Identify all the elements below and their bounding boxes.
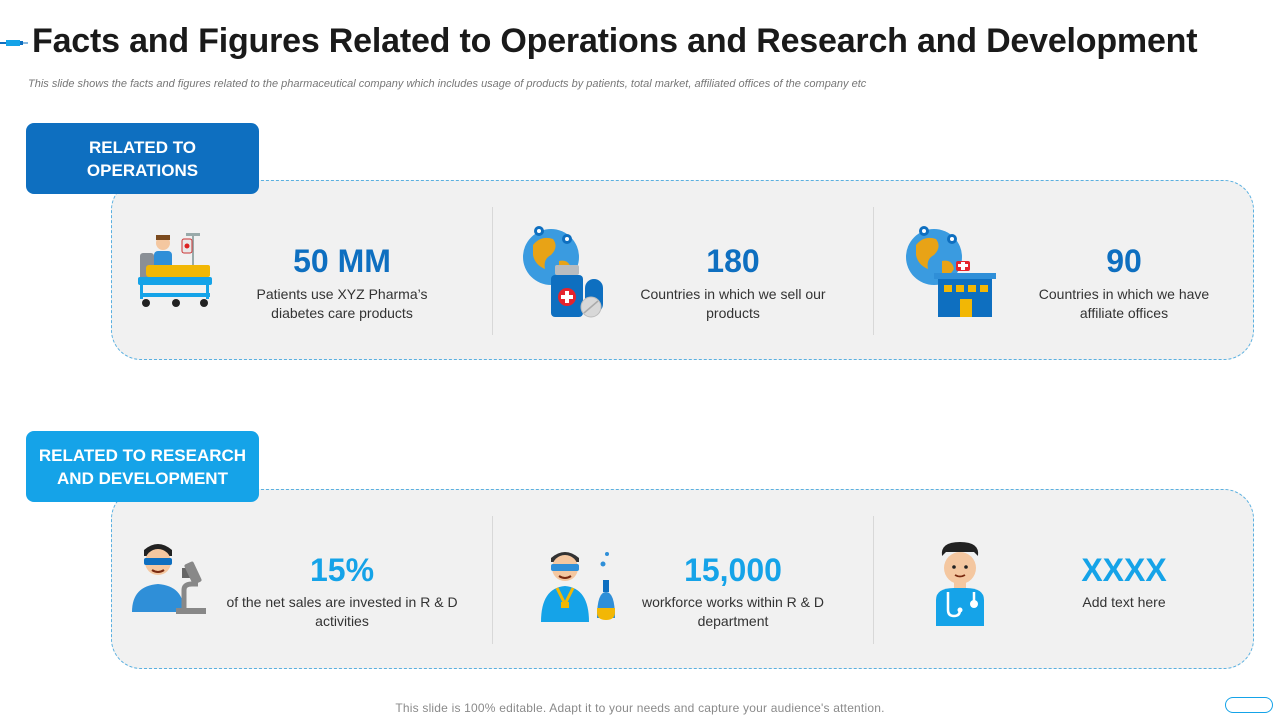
research-panel: 15% of the net sales are invested in R &… bbox=[111, 489, 1254, 669]
operations-item-countries-sell: 180 Countries in which we sell our produ… bbox=[493, 181, 873, 361]
research-value: XXXX bbox=[1081, 552, 1167, 588]
operations-value: 50 MM bbox=[293, 243, 391, 279]
research-description: workforce works within R & D department bbox=[641, 594, 825, 629]
research-description: Add text here bbox=[1082, 594, 1166, 610]
page-title: Facts and Figures Related to Operations … bbox=[32, 22, 1198, 60]
operations-panel: 50 MM Patients use XYZ Pharma’s diabetes… bbox=[111, 180, 1254, 360]
research-description: of the net sales are invested in R & D a… bbox=[226, 594, 458, 629]
operations-item-affiliate-offices: 90 Countries in which we have affiliate … bbox=[874, 181, 1254, 361]
syringe-icon bbox=[0, 40, 28, 46]
section-tab-operations: RELATED TO OPERATIONS bbox=[26, 123, 259, 194]
globe-medicine-icon bbox=[523, 226, 603, 318]
hospital-patient-icon bbox=[138, 233, 212, 307]
section-tab-research: RELATED TO RESEARCH AND DEVELOPMENT bbox=[26, 431, 259, 502]
operations-description: Patients use XYZ Pharma’s diabetes care … bbox=[256, 286, 428, 321]
operations-item-patients: 50 MM Patients use XYZ Pharma’s diabetes… bbox=[112, 181, 492, 361]
operations-description: Countries in which we sell our products bbox=[640, 286, 826, 321]
operations-description: Countries in which we have affiliate off… bbox=[1038, 286, 1210, 321]
research-item-workforce: 15,000 workforce works within R & D depa… bbox=[493, 490, 873, 670]
scientist-flask-icon bbox=[541, 552, 615, 622]
research-value: 15% bbox=[309, 552, 375, 588]
research-item-add-text: XXXX Add text here bbox=[874, 490, 1254, 670]
divider bbox=[873, 207, 874, 335]
operations-value: 90 bbox=[1106, 243, 1142, 279]
globe-office-icon bbox=[906, 226, 996, 317]
research-value: 15,000 bbox=[684, 552, 782, 588]
divider bbox=[492, 516, 493, 644]
footer-note: This slide is 100% editable. Adapt it to… bbox=[395, 701, 885, 715]
operations-value: 180 bbox=[706, 243, 760, 279]
researcher-microscope-icon bbox=[132, 544, 206, 614]
doctor-icon bbox=[936, 542, 984, 626]
divider bbox=[873, 516, 874, 644]
page-subtitle: This slide shows the facts and figures r… bbox=[28, 78, 867, 90]
research-item-net-sales: 15% of the net sales are invested in R &… bbox=[112, 490, 492, 670]
slide-nav-button[interactable] bbox=[1225, 697, 1273, 713]
divider bbox=[492, 207, 493, 335]
